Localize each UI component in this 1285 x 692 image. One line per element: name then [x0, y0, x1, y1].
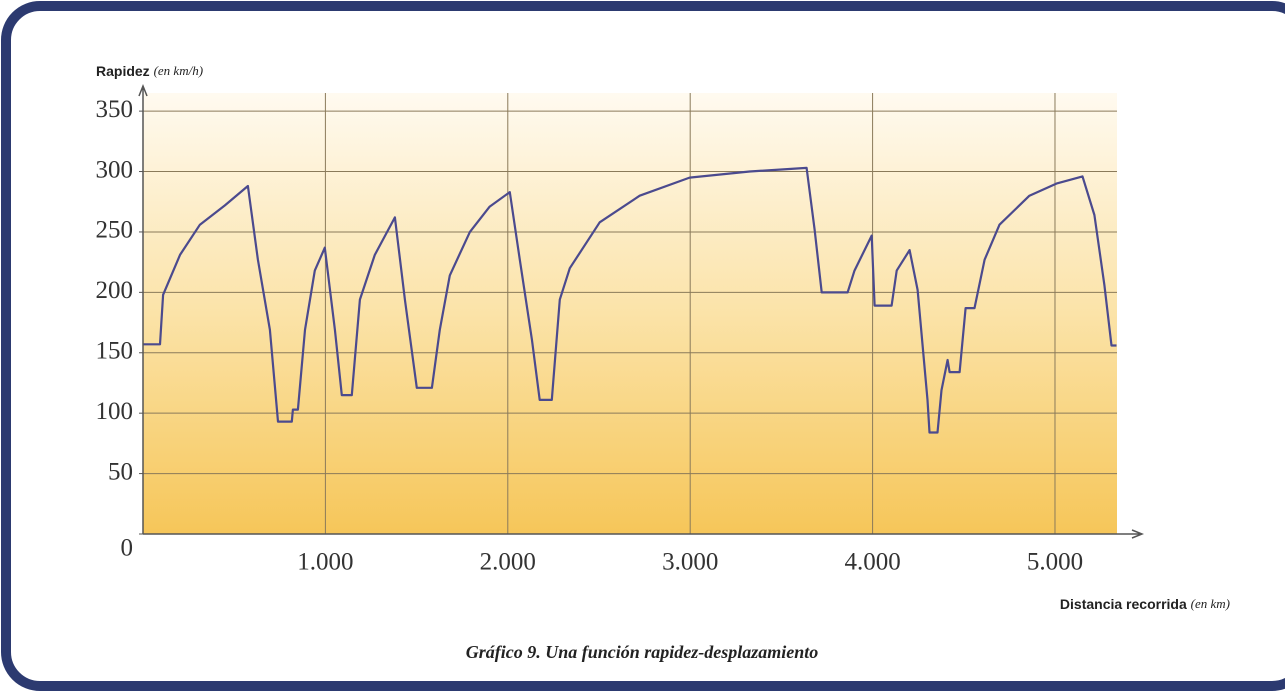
- x-axis-label: Distancia recorrida (en km): [1060, 596, 1230, 612]
- y-tick-label: 150: [96, 338, 134, 365]
- line-series: [143, 166, 1117, 434]
- y-tick-label: 200: [96, 277, 134, 304]
- y-axis-label-text: Rapidez: [96, 63, 150, 79]
- x-axis-label-unit: (en km): [1191, 596, 1230, 611]
- y-tick-label: 100: [96, 398, 134, 425]
- y-axis: [138, 83, 148, 534]
- x-tick-label: 2.000: [480, 549, 536, 576]
- x-axis-label-text: Distancia recorrida: [1060, 596, 1187, 612]
- x-tick-label: 1.000: [297, 549, 353, 576]
- y-axis-label: Rapidez (en km/h): [96, 63, 203, 79]
- x-axis: [143, 529, 1145, 539]
- y-axis-label-unit: (en km/h): [154, 63, 203, 78]
- x-tick-label: 3.000: [662, 549, 718, 576]
- plot-area: [143, 93, 1117, 534]
- y-tick-label: 50: [108, 458, 133, 485]
- y-tick-label: 0: [121, 535, 134, 562]
- y-tick-label: 350: [96, 96, 134, 123]
- y-tick-label: 250: [96, 217, 134, 244]
- y-tick-label: 300: [96, 156, 134, 183]
- caption: Gráfico 9. Una función rapidez-desplazam…: [466, 642, 819, 662]
- x-tick-label: 5.000: [1027, 549, 1083, 576]
- x-tick-label: 4.000: [844, 549, 900, 576]
